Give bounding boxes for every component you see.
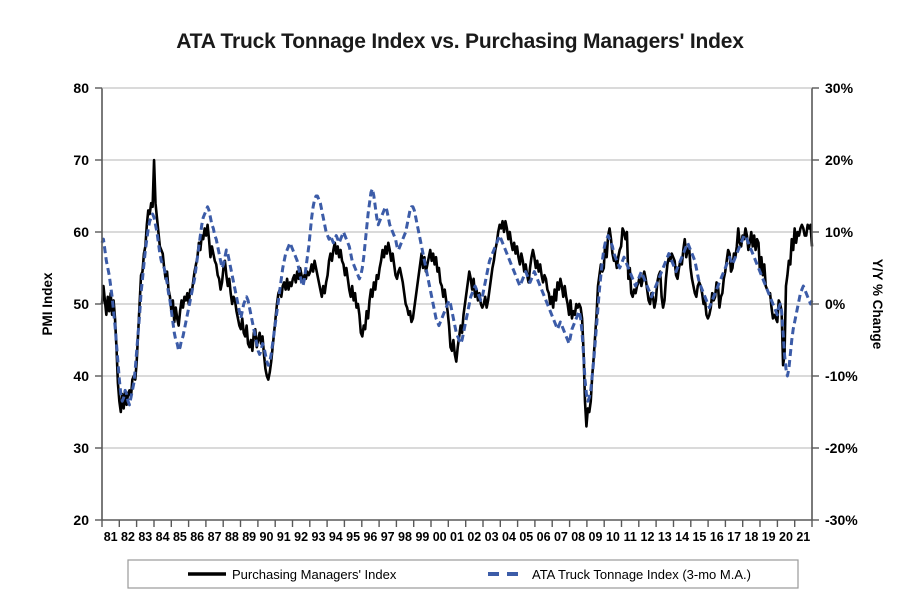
x-tick-label: 88: [225, 530, 239, 544]
axis-lines: [101, 87, 813, 521]
x-tick-label: 05: [519, 530, 533, 544]
x-tick-label: 11: [624, 530, 637, 544]
x-tick-label: 04: [502, 530, 516, 544]
y-tick-label: 60: [73, 224, 89, 240]
x-tick-label: 84: [156, 530, 170, 544]
x-tick-label: 12: [641, 530, 655, 544]
x-tick-label: 82: [121, 530, 135, 544]
y-tick-label: 20: [73, 512, 89, 528]
data-series: [100, 158, 814, 428]
legend-item-label[interactable]: Purchasing Managers' Index: [232, 567, 397, 582]
x-tick-label: 21: [796, 530, 810, 544]
y-tick-label: 50: [73, 296, 89, 312]
gridlines: [102, 87, 812, 449]
x-tick-label: 02: [467, 530, 481, 544]
x-tick-label: 94: [329, 530, 343, 544]
x-tick-label: 99: [415, 530, 429, 544]
y2-tick-label: -20%: [825, 440, 858, 456]
x-tick-label: 89: [242, 530, 256, 544]
x-tick-label: 06: [537, 530, 551, 544]
y-tick-label: 40: [73, 368, 89, 384]
x-tick-label: 91: [277, 530, 291, 544]
series-line: [100, 158, 814, 428]
x-tick-label: 92: [294, 530, 308, 544]
x-tick-label: 08: [571, 530, 585, 544]
x-tick-label: 83: [138, 530, 152, 544]
x-tick-label: 97: [381, 530, 395, 544]
x-tick-label: 13: [658, 530, 672, 544]
x-tick-label: 96: [363, 530, 377, 544]
x-tick-label: 01: [450, 530, 464, 544]
y2-tick-label: 10%: [825, 224, 854, 240]
x-tick-label: 87: [208, 530, 222, 544]
y2-tick-label: 20%: [825, 152, 854, 168]
x-tick-label: 86: [190, 530, 204, 544]
y2-axis-ticks: 30% 20% 10% 0% -10% -20% -30%: [812, 80, 858, 528]
chart-legend: Purchasing Managers' Index ATA Truck Tonn…: [127, 559, 799, 589]
y-axis-ticks: 80 70 60 50 40 30 20: [73, 80, 102, 528]
x-tick-label: 00: [433, 530, 447, 544]
x-tick-label: 16: [710, 530, 724, 544]
x-tick-label: 98: [398, 530, 412, 544]
y-axis-title: PMI Index: [40, 272, 55, 336]
x-tick-label: 95: [346, 530, 360, 544]
legend-item-label[interactable]: ATA Truck Tonnage Index (3-mo M.A.): [532, 567, 751, 582]
x-tick-label: 19: [762, 530, 776, 544]
x-tick-label: 03: [485, 530, 499, 544]
y2-tick-label: 0%: [825, 296, 846, 312]
x-tick-label: 85: [173, 530, 187, 544]
y2-tick-label: -30%: [825, 512, 858, 528]
x-tick-label: 07: [554, 530, 568, 544]
x-tick-label: 10: [606, 530, 620, 544]
axis-titles: PMI Index Y/Y % Change: [40, 259, 885, 350]
chart-title: ATA Truck Tonnage Index vs. Purchasing M…: [176, 30, 744, 53]
y-tick-label: 70: [73, 152, 89, 168]
x-tick-label: 17: [727, 530, 741, 544]
y2-tick-label: 30%: [825, 80, 854, 96]
x-tick-label: 93: [312, 530, 326, 544]
x-tick-label: 14: [675, 530, 689, 544]
series-line: [100, 187, 814, 407]
x-tick-label: 09: [589, 530, 603, 544]
x-tick-label: 20: [779, 530, 793, 544]
x-axis-ticks: 81 82 83 84 85 86 87 88 89 90 91 92 93 94 95 96 97 98 99 00…: [101, 520, 813, 544]
legend-box: [127, 559, 799, 589]
x-tick-label: 15: [692, 530, 706, 544]
y-tick-label: 30: [73, 440, 89, 456]
x-tick-label: 18: [744, 530, 758, 544]
y2-axis-title: Y/Y % Change: [870, 259, 885, 350]
y-tick-label: 80: [73, 80, 89, 96]
y2-tick-label: -10%: [825, 368, 858, 384]
x-tick-label: 90: [260, 530, 274, 544]
x-tick-label: 81: [104, 530, 118, 544]
